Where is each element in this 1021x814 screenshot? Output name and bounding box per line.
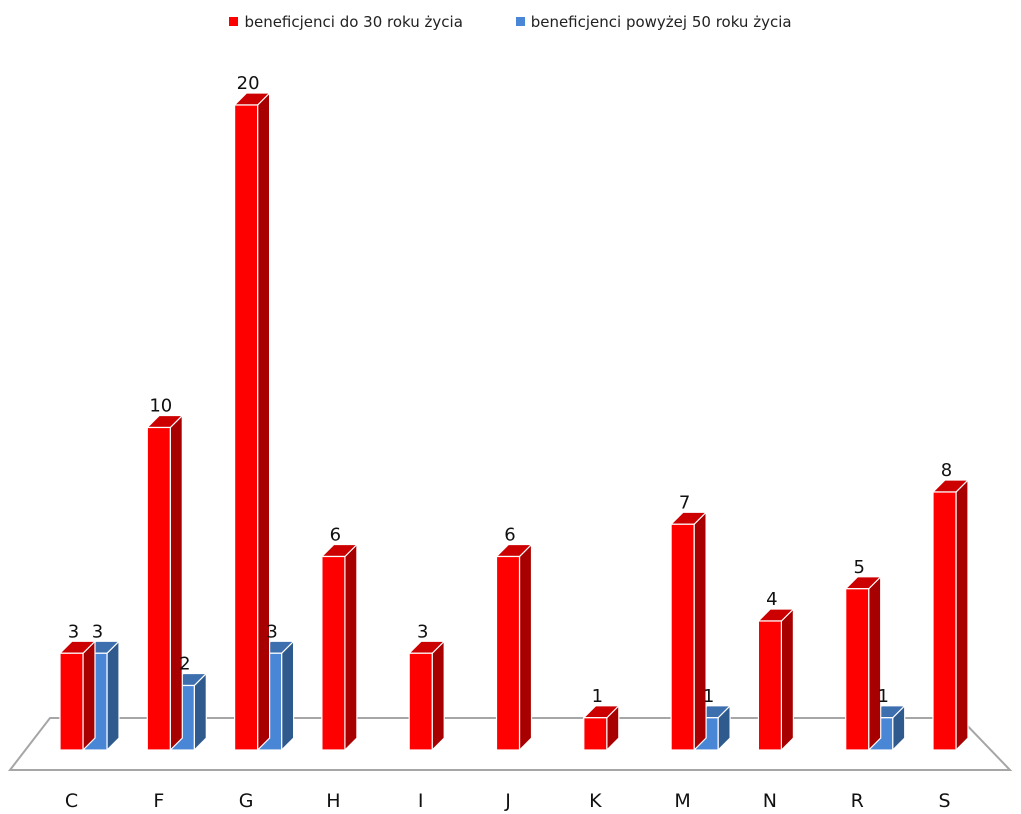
data-label-over50-F: 2 [179, 654, 190, 675]
data-label-under30-N: 4 [766, 589, 777, 610]
x-tick-H: H [326, 790, 340, 812]
bar-under30-N-front [757, 620, 783, 751]
bar-under30-M-front [670, 523, 695, 751]
x-tick-N: N [763, 790, 777, 812]
data-label-under30-H: 6 [330, 525, 341, 546]
x-tick-M: M [674, 790, 690, 812]
bar-under30-J-side [518, 543, 533, 752]
data-label-under30-G: 20 [237, 73, 260, 94]
bar-under30-N [756, 607, 795, 752]
data-label-under30-S: 8 [941, 460, 952, 481]
x-tick-F: F [153, 790, 164, 812]
bar-under30-H [320, 543, 359, 752]
bar-under30-J-front [495, 555, 521, 751]
bar-under30-S-front [932, 491, 957, 751]
x-tick-I: I [418, 790, 424, 812]
x-tick-G: G [239, 790, 254, 812]
bar-under30-R [844, 575, 883, 752]
bar-under30-G [233, 91, 272, 752]
x-tick-S: S [938, 790, 950, 812]
bar-under30-H-side [344, 543, 358, 752]
bar-under30-R-side [868, 575, 882, 752]
legend: beneficjenci do 30 roku życia beneficjen… [0, 12, 1021, 31]
x-tick-K: K [589, 790, 602, 812]
data-label-over50-M: 1 [703, 686, 714, 707]
bar-under30-K-front [583, 717, 608, 751]
legend-swatch-under-30 [229, 17, 239, 26]
data-label-over50-G: 3 [266, 621, 277, 642]
bar-under30-M [669, 510, 708, 752]
data-label-under30-J: 6 [504, 525, 515, 546]
x-tick-J: J [504, 790, 511, 812]
legend-item-under-30: beneficjenci do 30 roku życia [229, 12, 463, 31]
data-label-over50-C: 3 [92, 621, 103, 642]
legend-swatch-over-50 [515, 17, 525, 26]
bar-under30-I-front [408, 652, 433, 751]
data-label-under30-K: 1 [592, 686, 603, 707]
bar-under30-R-front [845, 588, 870, 751]
legend-item-over-50: beneficjenci powyżej 50 roku życia [515, 12, 792, 31]
bar-under30-G-front [234, 104, 259, 751]
bar-under30-C [58, 639, 97, 752]
data-label-over50-R: 1 [877, 686, 888, 707]
bar-under30-F-front [146, 426, 171, 751]
bar-under30-N-side [780, 607, 795, 752]
data-label-under30-I: 3 [417, 621, 428, 642]
bar-under30-S [931, 478, 970, 752]
bar-under30-J [495, 543, 533, 752]
bar-under30-F [145, 414, 184, 752]
bar-under30-C-front [59, 652, 84, 751]
bar-under30-M-side [693, 510, 707, 752]
bar-over50-C-side [106, 639, 120, 752]
bar-under30-G-side [257, 91, 271, 752]
bars [58, 91, 970, 752]
bar-under30-I-side [431, 639, 445, 752]
data-label-under30-F: 10 [149, 396, 172, 417]
bar-under30-S-side [955, 478, 969, 752]
legend-label-over-50: beneficjenci powyżej 50 roku życia [530, 12, 792, 31]
data-label-under30-M: 7 [679, 492, 690, 513]
legend-label-under-30: beneficjenci do 30 roku życia [244, 12, 463, 31]
x-tick-R: R [851, 790, 864, 812]
bar-under30-H-front [321, 555, 346, 751]
bar-under30-I [407, 639, 446, 752]
x-tick-C: C [65, 790, 78, 812]
bar-under30-K [582, 704, 621, 752]
bar-over50-G-side [281, 639, 295, 752]
bar-under30-C-side [82, 639, 96, 752]
bar-under30-F-side [169, 414, 183, 752]
bar-over50-F-side [193, 672, 207, 752]
data-label-under30-R: 5 [853, 557, 864, 578]
data-label-under30-C: 3 [68, 621, 79, 642]
